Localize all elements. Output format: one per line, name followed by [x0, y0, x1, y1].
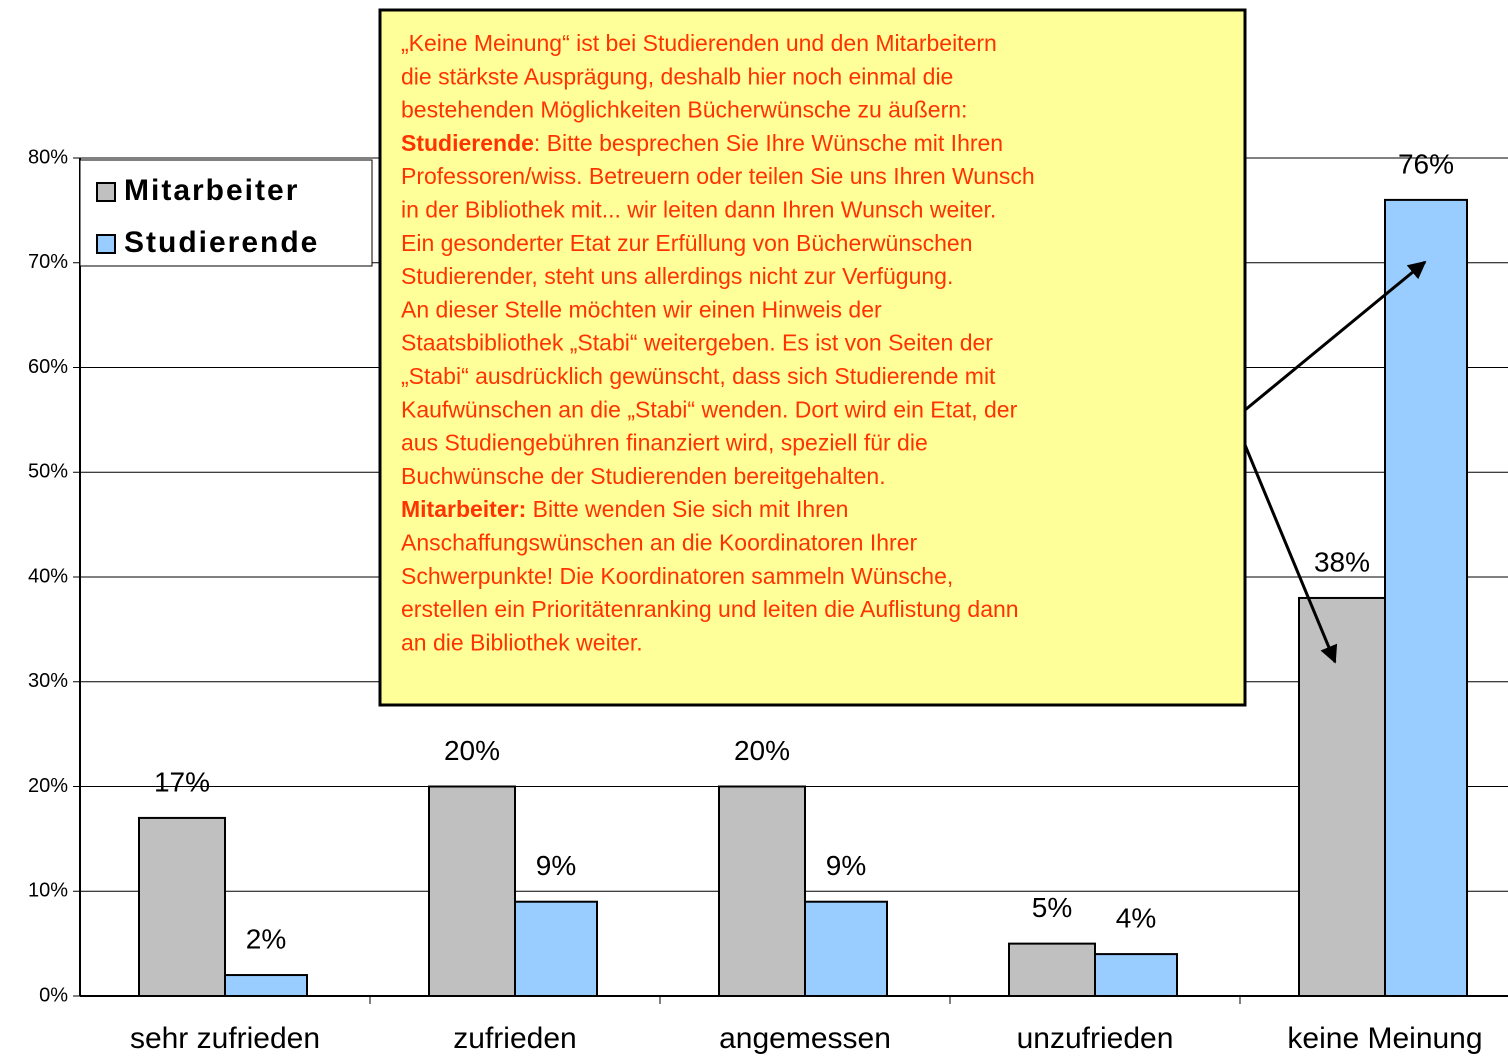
arrow	[1243, 444, 1338, 664]
annotation-box	[378, 8, 1247, 707]
annotation-line: Studierende: Bitte besprechen Sie Ihre W…	[401, 130, 1003, 156]
annotation-line: Schwerpunkte! Die Koordinatoren sammeln …	[401, 563, 953, 589]
legend-swatch	[96, 234, 116, 254]
annotation-text: Studierender, steht uns allerdings nicht…	[401, 263, 953, 289]
y-tick-label: 70%	[28, 251, 68, 273]
bar	[428, 785, 516, 997]
y-tick-label: 80%	[28, 146, 68, 168]
annotation-line: Mitarbeiter: Bitte wenden Sie sich mit I…	[401, 496, 848, 522]
annotation-line: Staatsbibliothek „Stabi“ weitergeben. Es…	[401, 330, 993, 356]
annotation-line: „Keine Meinung“ ist bei Studierenden und…	[401, 30, 997, 56]
y-tick-label: 30%	[28, 670, 68, 692]
annotation-text: erstellen ein Prioritätenranking und lei…	[401, 596, 1019, 622]
legend-swatch	[96, 182, 116, 202]
bar	[1094, 953, 1178, 997]
annotation-line: Anschaffungswünschen an die Koordinatore…	[401, 530, 917, 556]
value-label: 20%	[734, 735, 790, 766]
annotation-text: Schwerpunkte! Die Koordinatoren sammeln …	[401, 563, 953, 589]
annotation-text: Ein gesonderter Etat zur Erfüllung von B…	[401, 230, 973, 256]
annotation-line: Kaufwünschen an die „Stabi“ wenden. Dort…	[401, 396, 1018, 422]
annotation-line: bestehenden Möglichkeiten Bücherwünsche …	[401, 97, 967, 123]
annotation-text: „Stabi“ ausdrücklich gewünscht, dass sic…	[401, 363, 996, 389]
legend-label: Mitarbeiter	[124, 174, 299, 207]
annotation-line: „Stabi“ ausdrücklich gewünscht, dass sic…	[401, 363, 996, 389]
value-label: 38%	[1314, 546, 1370, 577]
annotation-line: in der Bibliothek mit... wir leiten dann…	[401, 197, 996, 223]
bar	[804, 900, 888, 997]
value-label: 4%	[1116, 902, 1156, 933]
legend: Mitarbeiter Studierende	[79, 159, 373, 267]
bar	[1384, 198, 1468, 997]
annotation-text: Anschaffungswünschen an die Koordinatore…	[401, 530, 917, 556]
annotation-text: in der Bibliothek mit... wir leiten dann…	[401, 197, 996, 223]
annotation-line: Professoren/wiss. Betreuern oder teilen …	[401, 163, 1035, 189]
y-tick-label: 50%	[28, 461, 68, 483]
annotation-text: an die Bibliothek weiter.	[401, 629, 643, 655]
annotation-line: aus Studiengebühren finanziert wird, spe…	[401, 430, 928, 456]
annotation-text: Bitte wenden Sie sich mit Ihren	[526, 496, 848, 522]
x-tick-label: unzufrieden	[1017, 1022, 1174, 1055]
bar	[224, 974, 308, 997]
annotation-line: Buchwünsche der Studierenden bereitgehal…	[401, 463, 886, 489]
y-tick-label: 60%	[28, 356, 68, 378]
annotation: „Keine Meinung“ ist bei Studierenden und…	[378, 8, 1247, 707]
annotation-text: An dieser Stelle möchten wir einen Hinwe…	[401, 296, 882, 322]
annotation-text: aus Studiengebühren finanziert wird, spe…	[401, 430, 928, 456]
bar	[514, 900, 598, 997]
y-tick-label: 40%	[28, 565, 68, 587]
y-tick-label: 20%	[28, 775, 68, 797]
value-label: 9%	[826, 850, 866, 881]
annotation-line: die stärkste Ausprägung, deshalb hier no…	[401, 63, 953, 89]
arrow	[1244, 260, 1427, 412]
bar	[138, 816, 226, 997]
x-tick-label: keine Meinung	[1287, 1022, 1482, 1055]
legend-box	[79, 159, 373, 267]
arrows	[1243, 260, 1427, 664]
value-label: 20%	[444, 735, 500, 766]
bar	[718, 785, 806, 997]
x-tick-label: sehr zufrieden	[130, 1022, 320, 1055]
annotation-line: An dieser Stelle möchten wir einen Hinwe…	[401, 296, 882, 322]
x-tick-label: zufrieden	[453, 1022, 576, 1055]
annotation-bold: Mitarbeiter:	[401, 496, 526, 522]
annotation-text: : Bitte besprechen Sie Ihre Wünsche mit …	[534, 130, 1003, 156]
annotation-line: erstellen ein Prioritätenranking und lei…	[401, 596, 1019, 622]
value-label: 17%	[154, 766, 210, 797]
annotation-text: bestehenden Möglichkeiten Bücherwünsche …	[401, 97, 967, 123]
legend-label: Studierende	[124, 226, 319, 259]
value-label: 9%	[536, 850, 576, 881]
annotation-text: Buchwünsche der Studierenden bereitgehal…	[401, 463, 886, 489]
x-tick-label: angemessen	[719, 1022, 891, 1055]
y-tick-label: 0%	[39, 984, 68, 1006]
annotation-text: Staatsbibliothek „Stabi“ weitergeben. Es…	[401, 330, 993, 356]
y-tick-label: 10%	[28, 880, 68, 902]
value-label: 2%	[246, 923, 286, 954]
annotation-line: an die Bibliothek weiter.	[401, 629, 643, 655]
annotation-text: Kaufwünschen an die „Stabi“ wenden. Dort…	[401, 396, 1018, 422]
annotation-line: Studierender, steht uns allerdings nicht…	[401, 263, 953, 289]
value-label: 5%	[1032, 892, 1072, 923]
bar	[1298, 596, 1386, 997]
bar	[1008, 942, 1096, 997]
annotation-text: „Keine Meinung“ ist bei Studierenden und…	[401, 30, 997, 56]
annotation-line: Ein gesonderter Etat zur Erfüllung von B…	[401, 230, 973, 256]
annotation-text: die stärkste Ausprägung, deshalb hier no…	[401, 63, 953, 89]
value-label: 76%	[1398, 148, 1454, 179]
annotation-text: Professoren/wiss. Betreuern oder teilen …	[401, 163, 1035, 189]
annotation-bold: Studierende	[401, 130, 534, 156]
